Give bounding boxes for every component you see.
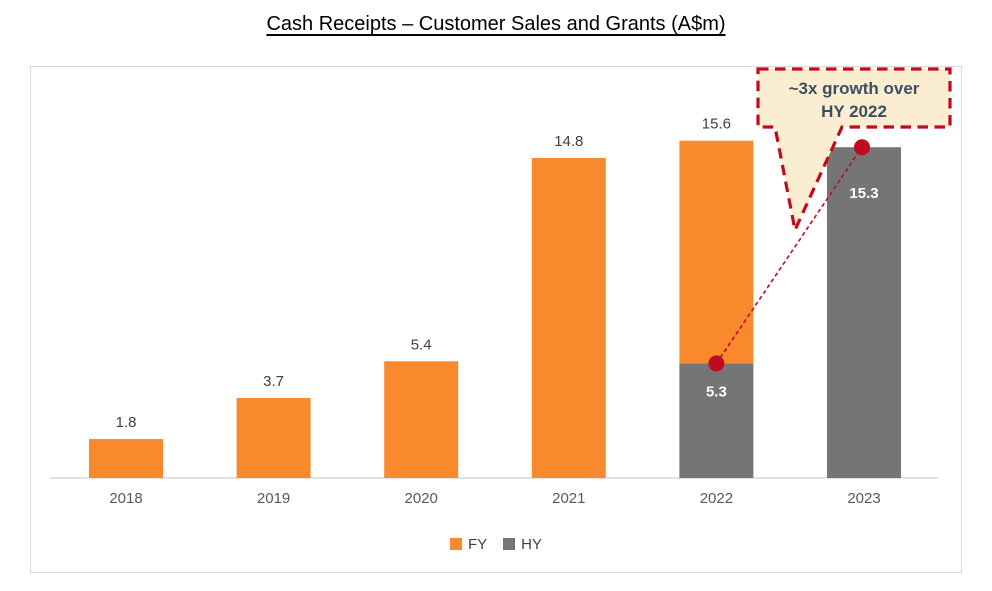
category-label-2019: 2019 (257, 490, 290, 507)
legend-swatch-hy-icon (503, 538, 516, 550)
chart-frame: 1.8 2018 3.7 2019 5.4 2020 14.8 2021 15.6 5.3 2022… (30, 66, 962, 573)
category-label-2020: 2020 (405, 490, 438, 507)
growth-connector-line (715, 146, 863, 364)
value-label-2018: 1.8 (116, 414, 137, 431)
category-label-2021: 2021 (552, 490, 585, 507)
bar-chart: 1.8 2018 3.7 2019 5.4 2020 14.8 2021 15.6 5.3 2022… (50, 67, 952, 507)
legend-label-hy: HY (521, 535, 542, 553)
value-label-2021: 14.8 (554, 133, 583, 150)
annotation-line2: HY 2022 (821, 102, 887, 121)
bar-2022-fy (679, 140, 754, 364)
category-label-2023: 2023 (847, 490, 880, 507)
value-label-2020: 5.4 (411, 336, 432, 353)
growth-marker-to (854, 139, 870, 156)
bar-2022-hy (679, 363, 754, 478)
category-label-2022: 2022 (700, 490, 733, 507)
category-label-2018: 2018 (109, 490, 142, 507)
annotation-line1: ~3x growth over (789, 79, 920, 98)
legend-item-fy: FY (449, 535, 488, 553)
legend-item-hy: HY (503, 536, 542, 553)
bar-2018-fy (89, 439, 163, 478)
inside-label-2023: 15.3 (849, 185, 878, 202)
legend-label-fy: FY (467, 535, 488, 553)
value-label-2019: 3.7 (263, 373, 284, 390)
value-label-2022: 15.6 (702, 116, 731, 133)
chart-legend: FY HY (31, 535, 961, 553)
bar-2019-fy (236, 398, 311, 478)
annotation-text: ~3x growth over HY 2022 (789, 79, 920, 121)
inside-label-2022: 5.3 (706, 383, 727, 400)
bar-2023-hy (827, 147, 901, 478)
growth-marker-from (708, 355, 725, 372)
legend-swatch-fy-icon (449, 538, 462, 550)
bar-2021-fy (531, 158, 606, 479)
chart-title: Cash Receipts – Customer Sales and Grant… (266, 13, 726, 35)
bar-2020-fy (384, 361, 459, 478)
annotation-callout (756, 67, 952, 236)
